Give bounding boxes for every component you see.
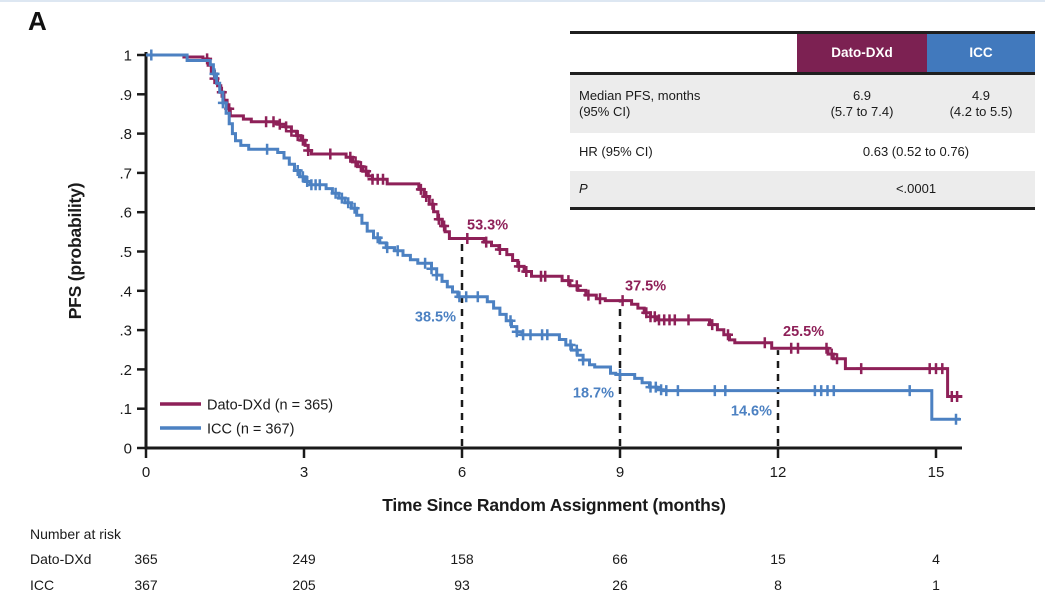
risk-row-label-dato: Dato-DXd (30, 551, 92, 567)
stats-header-blank (570, 31, 797, 75)
risk-value: 15 (770, 551, 786, 567)
risk-value: 66 (612, 551, 628, 567)
risk-row-label-icc: ICC (30, 577, 55, 593)
landmark-label-icc: 14.6% (731, 404, 772, 420)
legend-label-icc: ICC (n = 367) (207, 422, 294, 438)
x-tick-label: 0 (142, 464, 150, 481)
stats-row-median: Median PFS, months (95% CI) 6.9 (5.7 to … (570, 72, 1035, 133)
risk-value: 26 (612, 577, 628, 593)
median-pfs-icc-ci: (4.2 to 5.5) (949, 104, 1013, 119)
number-at-risk-title: Number at risk (30, 526, 122, 542)
median-pfs-label-line2: (95% CI) (579, 104, 631, 119)
risk-value: 1 (932, 577, 940, 593)
stats-row-hr: HR (95% CI) 0.63 (0.52 to 0.76) (570, 133, 1035, 171)
x-tick-label: 3 (300, 464, 308, 481)
stats-table: Dato-DXd ICC Median PFS, months (95% CI)… (570, 31, 1035, 210)
legend-label-dato: Dato-DXd (n = 365) (207, 398, 333, 414)
landmark-labels: 53.3% 37.5% 25.5% 38.5% 18.7% 14.6% (415, 218, 824, 420)
y-tick-label: .6 (119, 205, 132, 222)
x-tick-label: 9 (616, 464, 624, 481)
y-tick-label: .5 (119, 244, 132, 261)
y-axis-title: PFS (probability) (65, 183, 85, 320)
stats-row-p: P <.0001 (570, 171, 1035, 210)
y-tick-label: .2 (119, 362, 132, 379)
y-tick-label: .1 (119, 401, 132, 418)
y-tick-label: .4 (119, 283, 132, 300)
p-value: <.0001 (797, 171, 1035, 210)
landmark-label-icc: 38.5% (415, 310, 456, 326)
top-divider (0, 0, 1045, 2)
risk-value: 365 (134, 551, 158, 567)
median-pfs-label-line1: Median PFS, months (579, 88, 701, 103)
y-tick-label: 0 (124, 441, 132, 458)
risk-value: 8 (774, 577, 782, 593)
y-tick-label: .3 (119, 323, 132, 340)
p-label: P (570, 171, 797, 210)
survival-curves (146, 49, 963, 425)
stats-header-dato: Dato-DXd (797, 31, 927, 75)
stats-header-icc: ICC (927, 31, 1035, 75)
hr-value: 0.63 (0.52 to 0.76) (862, 144, 970, 159)
risk-value: 4 (932, 551, 940, 567)
y-tick-label: .8 (119, 126, 132, 143)
risk-value: 249 (292, 551, 316, 567)
median-pfs-icc-value: 4.9 (971, 88, 991, 103)
landmark-label-dato: 37.5% (625, 279, 666, 295)
hr-label: HR (95% CI) (579, 144, 653, 159)
landmark-label-dato: 53.3% (467, 218, 508, 234)
y-tick-label: .7 (119, 165, 132, 182)
censor-marks-dato (202, 53, 963, 402)
landmark-label-dato: 25.5% (783, 324, 824, 340)
y-tick-label: .9 (119, 87, 132, 104)
y-tick-label: 1 (124, 48, 132, 65)
landmark-label-icc: 18.7% (573, 386, 614, 402)
panel-label: A (28, 6, 47, 36)
risk-value: 205 (292, 577, 316, 593)
risk-value: 93 (454, 577, 470, 593)
x-axis-title: Time Since Random Assignment (months) (382, 495, 726, 515)
risk-value: 367 (134, 577, 158, 593)
x-tick-label: 6 (458, 464, 466, 481)
median-pfs-dato-ci: (5.7 to 7.4) (830, 104, 894, 119)
risk-value: 158 (450, 551, 474, 567)
axes: 0 .1 .2 .3 .4 .5 .6 .7 .8 .9 1 0 3 6 9 12 15 (119, 48, 962, 481)
median-pfs-dato-value: 6.9 (852, 88, 872, 103)
censor-marks-icc (146, 49, 961, 425)
x-tick-label: 12 (770, 464, 787, 481)
legend: Dato-DXd (n = 365) ICC (n = 367) (160, 398, 333, 438)
x-tick-label: 15 (928, 464, 945, 481)
